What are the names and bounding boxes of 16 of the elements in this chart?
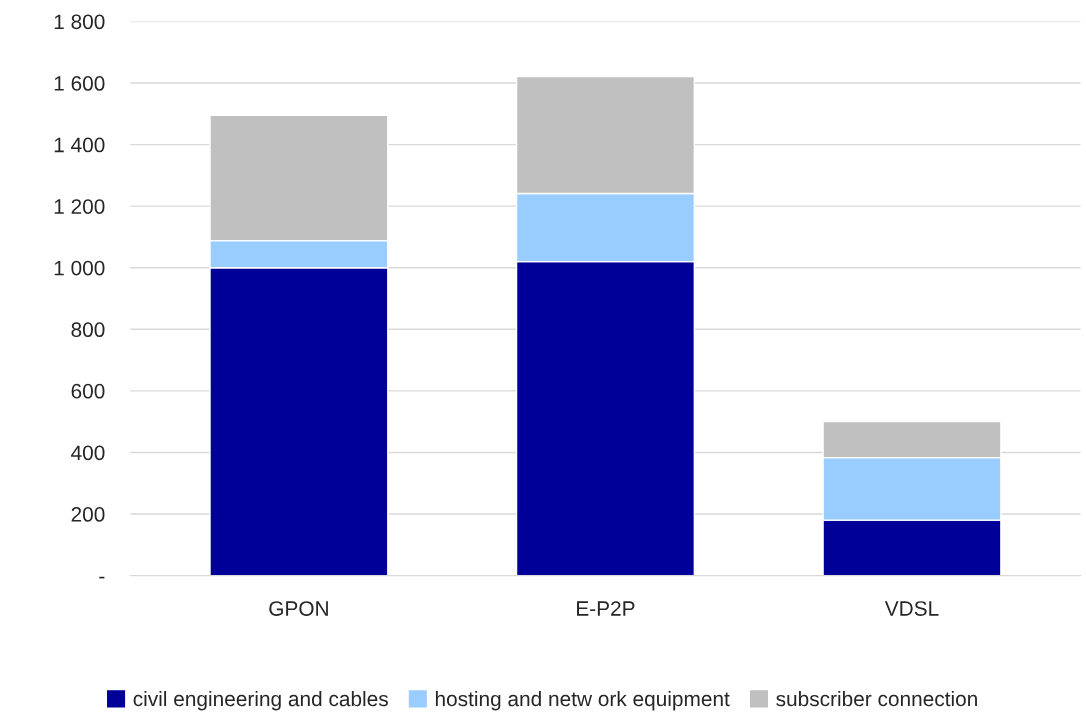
- y-tick-label: 1 000: [54, 260, 105, 276]
- y-tick-label: 1 200: [54, 199, 105, 214]
- y-tick-label: 1 600: [54, 76, 105, 91]
- y-tick-label: 1 400: [54, 137, 105, 153]
- y-tick-label: 200: [71, 507, 105, 522]
- y-tick-label: 400: [71, 445, 105, 461]
- legend-label: hosting and netw ork equipment: [435, 690, 730, 711]
- legend-label: subscriber connection: [776, 690, 977, 707]
- x-tick-label: GPON: [269, 601, 328, 616]
- y-tick-label: 800: [71, 322, 105, 338]
- legend-label: civil engineering and cables: [133, 690, 388, 711]
- y-tick-label: 600: [71, 383, 105, 399]
- x-tick-label: VDSL: [884, 601, 939, 616]
- x-tick-label: E-P2P: [577, 601, 635, 616]
- y-tick-label: -: [99, 576, 105, 579]
- y-tick-label: 1 800: [54, 14, 105, 30]
